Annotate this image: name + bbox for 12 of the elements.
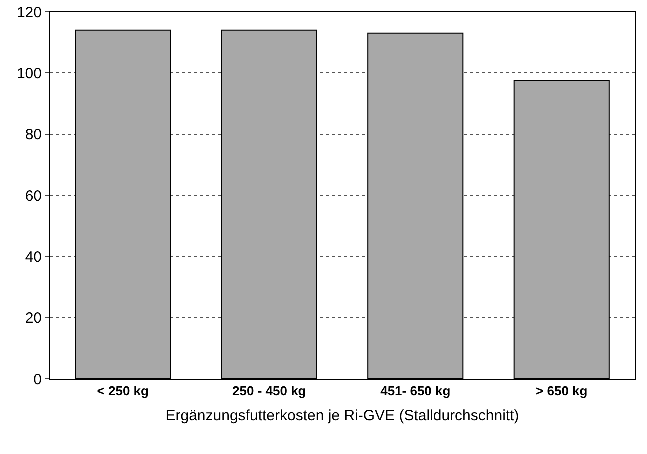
x-tick-label: > 650 kg — [536, 384, 588, 399]
y-tick-label: 80 — [25, 126, 42, 144]
y-tick-label: 60 — [25, 188, 42, 205]
y-tick-label: 0 — [34, 371, 42, 388]
x-tick-label: 451- 650 kg — [380, 384, 451, 399]
y-tick-label: 120 — [16, 4, 42, 22]
x-axis-title: Ergänzungsfutterkosten je Ri-GVE (Stalldurchschnitt) — [166, 408, 520, 425]
y-tick-label: 20 — [25, 310, 42, 328]
x-tick-label: 250 - 450 kg — [232, 384, 306, 399]
x-tick-label: < 250 kg — [97, 384, 150, 399]
y-tick-label: 100 — [16, 65, 42, 82]
y-tick-label: 40 — [25, 248, 42, 266]
